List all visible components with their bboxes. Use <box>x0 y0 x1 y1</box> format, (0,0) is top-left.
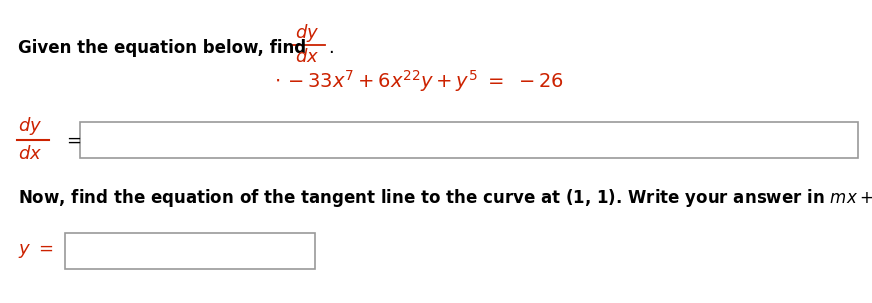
Text: $dx$: $dx$ <box>18 145 42 163</box>
Text: .: . <box>328 39 334 57</box>
Text: $\cdot\,-33x^7 + 6x^{22}y + y^5\ =\ -26$: $\cdot\,-33x^7 + 6x^{22}y + y^5\ =\ -26$ <box>274 68 563 94</box>
Text: $y\ =$: $y\ =$ <box>18 242 53 260</box>
Bar <box>80 122 858 158</box>
Text: Given the equation below, find: Given the equation below, find <box>18 39 306 57</box>
Bar <box>65 233 315 269</box>
Text: $dy$: $dy$ <box>18 115 42 137</box>
Text: $=$: $=$ <box>63 131 82 149</box>
Text: $dx$: $dx$ <box>295 48 319 66</box>
Text: $dy$: $dy$ <box>295 22 319 44</box>
Text: Now, find the equation of the tangent line to the curve at (1, 1). Write your an: Now, find the equation of the tangent li… <box>18 187 872 209</box>
